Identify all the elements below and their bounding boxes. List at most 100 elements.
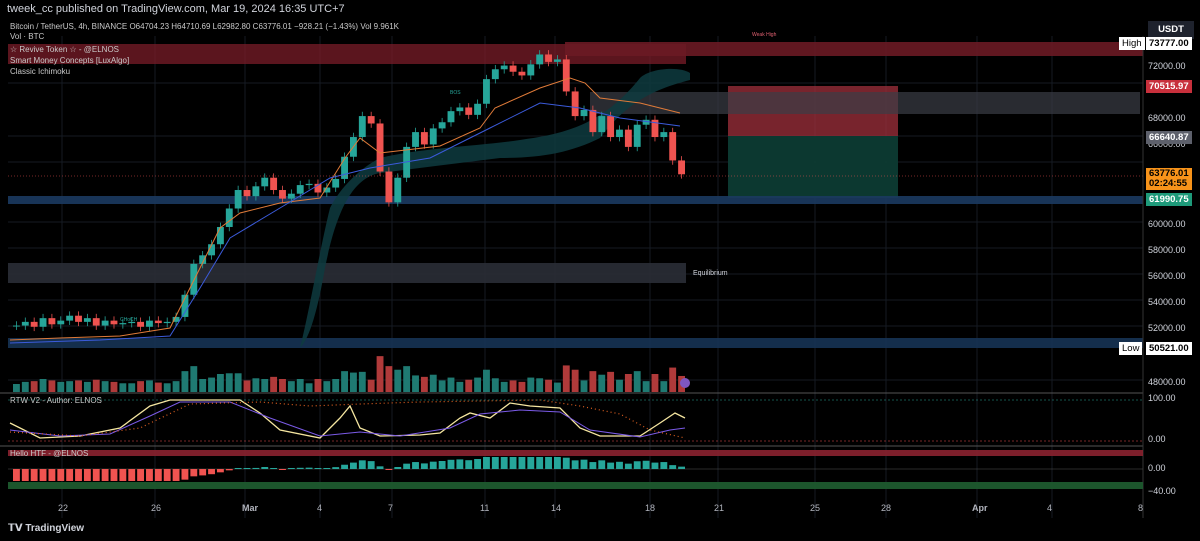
osc2-bar [21, 469, 29, 481]
candle [57, 320, 65, 325]
volume-bar [13, 384, 20, 392]
volume-bar [225, 373, 233, 392]
candle [305, 183, 313, 186]
candle [323, 187, 331, 193]
volume-bar [642, 381, 650, 392]
osc2-bar [412, 462, 419, 469]
candle [92, 318, 100, 326]
volume-bar [412, 375, 419, 392]
osc2-pane [8, 450, 1143, 489]
publisher-line: tweek_cc published on TradingView.com, M… [7, 3, 345, 15]
candle [385, 171, 393, 203]
osc2-bar [624, 463, 632, 469]
candle [651, 119, 659, 138]
volume-bar [589, 371, 597, 392]
time-tick: 25 [810, 503, 821, 513]
candle [562, 59, 570, 92]
demand-zone-blue [8, 196, 1143, 204]
candle [314, 183, 322, 193]
osc2-bar [287, 468, 295, 469]
volume-bar [545, 379, 552, 392]
indicator-legend-3[interactable]: Classic Ichimoku [10, 67, 71, 76]
volume-bar [420, 376, 428, 392]
volume-bar [57, 381, 65, 392]
candle [500, 65, 508, 70]
osc2-title[interactable]: Hello HTF - @ELNOS [10, 449, 89, 458]
time-tick: 21 [714, 503, 725, 513]
osc2-bar [571, 460, 579, 469]
volume-bar [376, 356, 384, 392]
candle [225, 208, 233, 227]
volume-bar [536, 378, 544, 392]
candle [438, 122, 446, 129]
price-tick: 56000.00 [1148, 271, 1186, 281]
volume-bar [154, 382, 162, 392]
candle [669, 132, 677, 161]
tv-icon: 𝗧𝗩 [8, 523, 26, 534]
indicator-legend-2[interactable]: Smart Money Concepts [LuxAlgo] [10, 56, 130, 65]
osc2-bar [190, 469, 198, 477]
price-chart[interactable]: Equilibrium Weak High CHoCH BOS [0, 18, 1200, 518]
time-tick: 8 [1138, 503, 1144, 513]
candle [270, 177, 278, 191]
candle [216, 226, 224, 245]
osc2-bar [518, 457, 526, 469]
osc2-bar [669, 465, 677, 469]
osc2-bar [420, 463, 428, 469]
volume-bar [119, 383, 127, 392]
volume-bar [385, 366, 393, 392]
volume-bar [607, 371, 615, 392]
candle [616, 129, 623, 138]
candle [119, 323, 127, 325]
osc1-title[interactable]: RTW V2 - Author: ELNOS [10, 396, 102, 405]
osc2-bar [509, 457, 517, 469]
tradingview-logo[interactable]: 𝗧𝗩 TradingView [8, 523, 84, 534]
equilibrium-zone [8, 263, 686, 283]
osc2-bar [332, 467, 340, 469]
candle [252, 186, 260, 197]
volume-bar [92, 379, 100, 392]
volume-bar [66, 381, 74, 392]
volume-bar [30, 381, 38, 392]
alert-icon[interactable] [680, 378, 690, 388]
candle [483, 79, 490, 104]
candle [660, 132, 668, 138]
time-tick: 4 [317, 503, 323, 513]
time-tick: 7 [388, 503, 394, 513]
candle [474, 103, 482, 115]
volume-bar [394, 369, 402, 392]
volume-bar [509, 380, 517, 392]
osc2-bar [633, 461, 641, 469]
currency-button[interactable]: USDT [1148, 21, 1194, 39]
osc2-bar [642, 460, 650, 469]
volume-bar [137, 381, 145, 392]
volume-bar [21, 381, 29, 392]
osc2-bar [208, 469, 215, 475]
candle [13, 325, 20, 327]
choch-label: CHoCH [120, 317, 138, 323]
volume-bar [75, 380, 82, 392]
osc2-bar [616, 461, 623, 469]
volume-bar [465, 379, 473, 392]
osc2-bar [225, 469, 233, 471]
osc2-bar [447, 459, 455, 469]
volume-bar [403, 366, 411, 392]
osc2-bar [252, 467, 260, 469]
osc2-bar [545, 457, 552, 469]
volume-bar [279, 379, 286, 392]
volume-bar [208, 377, 215, 392]
discount-zone [8, 338, 1143, 348]
time-tick: 11 [480, 503, 490, 513]
osc2-bar [491, 457, 499, 469]
price-tick: 48000.00 [1148, 377, 1186, 387]
indicator-legend-1[interactable]: ☆ Revive Token ☆ - @ELNOS [10, 45, 120, 54]
volume-bar [527, 377, 535, 392]
demand-zone-green [728, 136, 898, 198]
volume-bar [287, 381, 295, 392]
osc1-pane [8, 399, 1143, 442]
volume-bar [358, 371, 366, 392]
candle [154, 320, 162, 324]
candle [447, 111, 455, 123]
candle [571, 91, 579, 117]
osc2-bar [438, 461, 446, 469]
